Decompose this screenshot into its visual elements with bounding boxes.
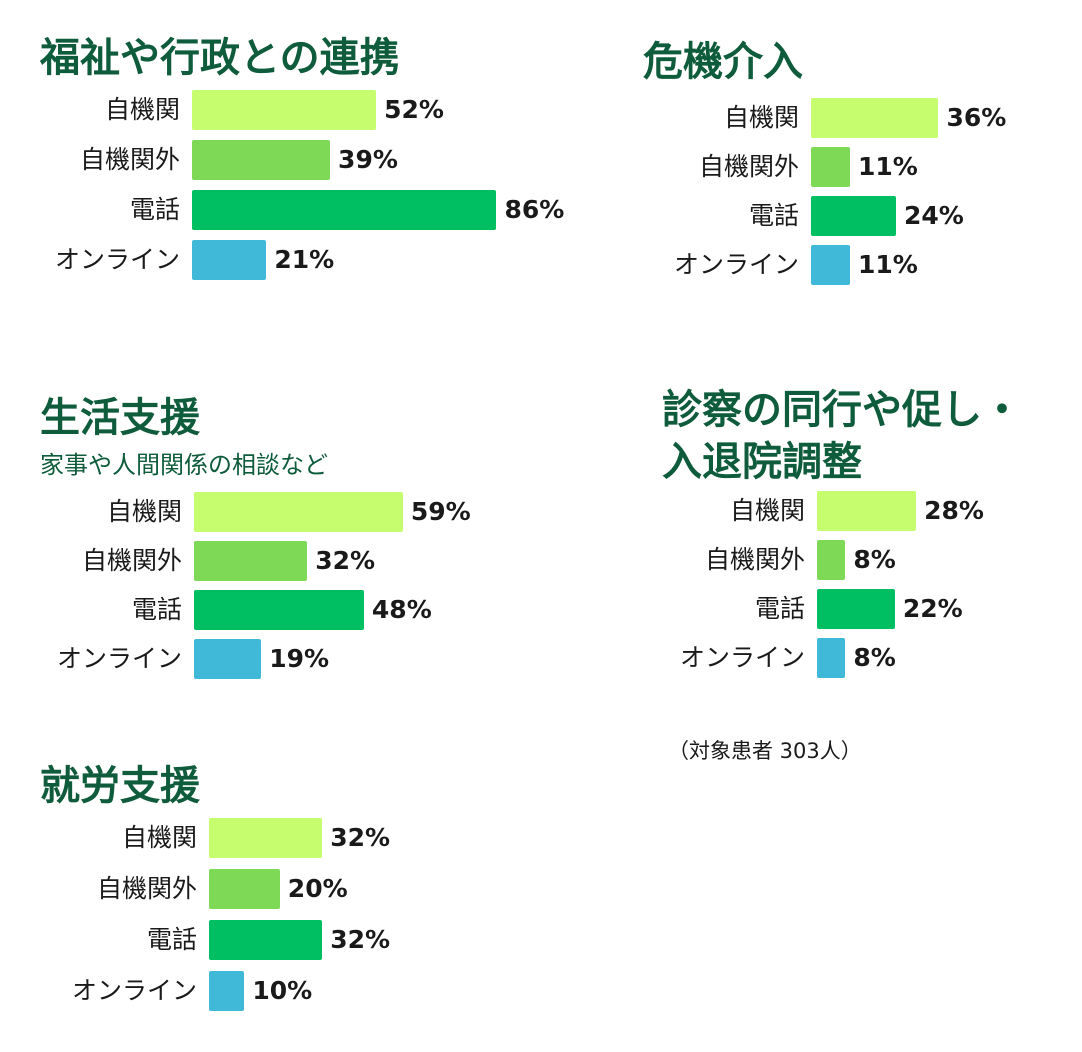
bar: [209, 971, 245, 1011]
bar: [194, 639, 262, 679]
value-label: 48%: [371, 595, 432, 624]
chart-title: 福祉や行政との連携: [40, 35, 400, 81]
bar: [811, 98, 939, 138]
value-label: 10%: [252, 976, 313, 1005]
value-label: 11%: [857, 250, 918, 279]
chart-title: 危機介入: [643, 39, 803, 85]
category-label: 自機関: [729, 496, 805, 525]
value-label: 39%: [338, 145, 398, 174]
category-label: オンライン: [679, 643, 805, 672]
value-label: 52%: [384, 95, 444, 124]
bar: [192, 140, 331, 180]
sample-size-note: （対象患者 303人）: [668, 739, 862, 763]
bar: [817, 638, 846, 678]
bar: [817, 589, 895, 629]
category-label: オンライン: [71, 976, 197, 1005]
category-label: オンライン: [56, 644, 182, 673]
bar: [811, 196, 896, 236]
chart-title: 入退院調整: [662, 439, 862, 485]
value-label: 36%: [946, 103, 1007, 132]
bar: [194, 492, 403, 532]
value-label: 21%: [274, 245, 335, 274]
bar: [209, 869, 280, 909]
value-label: 32%: [330, 925, 391, 954]
bar: [194, 541, 308, 581]
category-label: オンライン: [673, 250, 799, 279]
category-label: 電話: [146, 925, 197, 954]
value-label: 8%: [853, 643, 896, 672]
bar: [194, 590, 364, 630]
bar: [192, 240, 267, 280]
category-label: 自機関: [106, 497, 182, 526]
category-label: 自機関外: [79, 145, 180, 174]
chart-title: 診察の同行や促し・: [662, 387, 1022, 433]
category-label: 自機関外: [698, 152, 799, 181]
value-label: 20%: [287, 874, 348, 903]
category-label: オンライン: [54, 245, 180, 274]
category-label: 自機関: [723, 103, 799, 132]
category-label: 電話: [131, 595, 182, 624]
chart-subtitle: 家事や人間関係の相談など: [40, 451, 328, 479]
value-label: 22%: [902, 594, 963, 623]
chart-title: 生活支援: [40, 395, 200, 441]
value-label: 8%: [853, 545, 896, 574]
bar: [811, 245, 850, 285]
value-label: 28%: [924, 496, 984, 525]
value-label: 11%: [857, 152, 918, 181]
bar: [817, 491, 917, 531]
chart-title: 就労支援: [40, 763, 200, 809]
category-label: 自機関: [104, 95, 180, 124]
value-label: 86%: [504, 195, 565, 224]
value-label: 32%: [315, 546, 376, 575]
category-label: 自機関: [121, 823, 197, 852]
category-label: 電話: [748, 201, 799, 230]
value-label: 32%: [330, 823, 391, 852]
category-label: 自機関外: [81, 546, 182, 575]
bar: [209, 920, 323, 960]
bar: [192, 190, 497, 230]
bar: [817, 540, 846, 580]
bar: [811, 147, 850, 187]
category-label: 自機関外: [96, 874, 197, 903]
value-label: 59%: [410, 497, 471, 526]
category-label: 自機関外: [704, 545, 805, 574]
bar: [209, 818, 323, 858]
category-label: 電話: [754, 594, 805, 623]
bar: [192, 90, 377, 130]
value-label: 24%: [903, 201, 964, 230]
value-label: 19%: [269, 644, 330, 673]
category-label: 電話: [129, 195, 180, 224]
